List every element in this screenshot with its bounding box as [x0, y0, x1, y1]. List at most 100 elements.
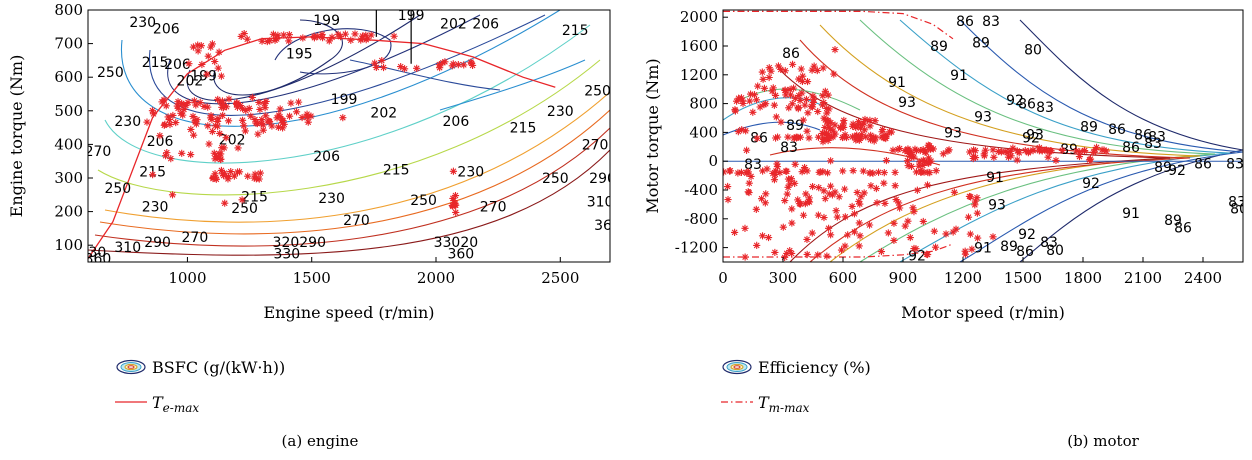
operating-point — [850, 228, 859, 236]
operating-point — [732, 97, 741, 105]
xtick-label: 600 — [829, 269, 858, 287]
operating-point — [280, 120, 288, 128]
contour-line — [88, 149, 610, 256]
operating-point — [822, 129, 831, 137]
operating-point — [271, 36, 279, 44]
xtick-label: 1000 — [168, 269, 206, 287]
operating-point — [821, 123, 829, 132]
contour-label: 270 — [582, 137, 609, 153]
contour-label: 206 — [443, 114, 470, 130]
operating-point — [794, 103, 802, 112]
operating-point — [1046, 147, 1054, 155]
chart-b-ylabel: Motor torque (Nm) — [643, 58, 662, 213]
ytick-label: -800 — [684, 210, 718, 228]
operating-point — [214, 117, 222, 126]
operating-point — [378, 56, 386, 65]
operating-point — [799, 116, 807, 124]
operating-point — [830, 70, 838, 78]
operating-point — [762, 100, 770, 108]
contour-label: 89 — [1164, 213, 1182, 229]
operating-point — [227, 168, 235, 176]
contour-label: 93 — [974, 110, 992, 126]
operating-point — [763, 165, 771, 173]
contour-label: 86 — [1018, 97, 1036, 113]
operating-point — [907, 162, 916, 171]
operating-point — [781, 253, 789, 261]
operating-point — [166, 120, 174, 129]
operating-point — [919, 161, 927, 170]
operating-point — [939, 150, 947, 158]
operating-point — [805, 198, 814, 206]
operating-point — [839, 120, 847, 128]
operating-point — [1004, 153, 1013, 161]
contour-label: 89 — [1154, 160, 1172, 176]
operating-point — [1041, 146, 1049, 154]
operating-point — [906, 233, 914, 242]
operating-point — [364, 34, 372, 42]
operating-point — [879, 125, 887, 134]
operating-point — [724, 196, 732, 204]
operating-point — [787, 175, 795, 183]
operating-point — [161, 120, 169, 128]
operating-point — [791, 94, 799, 102]
contour-label: 86 — [956, 14, 974, 30]
operating-point — [1021, 147, 1029, 155]
operating-point — [358, 34, 367, 42]
operating-point — [190, 97, 198, 105]
operating-point — [251, 170, 259, 178]
operating-point — [180, 105, 188, 114]
contour-label: 310 — [587, 195, 614, 211]
te-max-curve — [88, 36, 556, 259]
chart-a-caption: (a) engine — [282, 432, 359, 450]
operating-point — [857, 131, 865, 139]
legend-b-item-tm-max: Tm-max — [758, 393, 810, 415]
operating-point — [1092, 143, 1101, 151]
operating-point — [823, 109, 831, 117]
operating-point — [149, 171, 157, 179]
operating-point — [747, 172, 755, 181]
operating-point — [831, 121, 839, 129]
contour-label: 230 — [318, 191, 345, 207]
contour-label: 92 — [1018, 227, 1036, 243]
operating-point — [454, 61, 462, 69]
operating-point — [734, 127, 742, 136]
operating-point — [926, 145, 934, 153]
operating-point — [310, 32, 318, 40]
contour-label: 89 — [930, 39, 948, 55]
ytick-label: 700 — [54, 35, 83, 53]
operating-point — [256, 169, 264, 177]
operating-point — [194, 47, 202, 55]
operating-point — [307, 112, 315, 120]
contour-label: 92 — [1006, 93, 1024, 109]
operating-point — [771, 91, 780, 100]
operating-point — [262, 97, 270, 106]
operating-point — [841, 131, 849, 139]
operating-point — [265, 117, 273, 125]
operating-point — [802, 190, 810, 198]
operating-point — [872, 184, 880, 193]
contour-label: 330 — [273, 247, 300, 263]
operating-point — [916, 158, 924, 166]
operating-point — [770, 169, 779, 177]
contour-label: 202 — [440, 16, 467, 32]
operating-point — [236, 101, 245, 110]
operating-point — [824, 120, 832, 128]
xtick-label: 2500 — [541, 269, 579, 287]
operating-point — [800, 163, 809, 172]
operating-point — [781, 197, 789, 205]
operating-point — [872, 134, 880, 142]
operating-point — [776, 169, 784, 177]
operating-point — [224, 117, 233, 125]
operating-point — [435, 61, 443, 69]
operating-point — [870, 137, 878, 145]
operating-point — [832, 207, 840, 215]
operating-point — [839, 167, 847, 175]
contour-label: 230 — [547, 104, 574, 120]
operating-point — [318, 34, 327, 42]
contour-label: 199 — [313, 13, 340, 29]
contour-label: 250 — [104, 181, 131, 197]
operating-point — [254, 130, 262, 138]
operating-point — [468, 61, 477, 70]
operating-point — [826, 182, 835, 190]
